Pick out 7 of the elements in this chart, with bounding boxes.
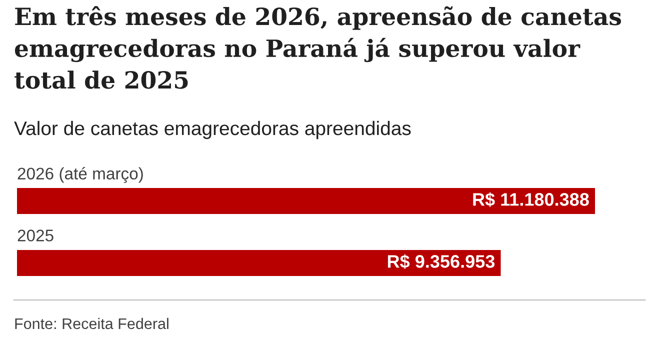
data-label: R$ 11.180.388 (473, 192, 589, 208)
y-tick-label: 2025 (18, 230, 54, 242)
chart-subtitle: Valor de canetas emagrecedoras apreendidas (14, 120, 411, 140)
y-tick-label: 2026 (até março) (18, 167, 143, 183)
data-label: R$ 9.356.953 (388, 254, 495, 270)
source-note: Fonte: Receita Federal (15, 318, 168, 330)
chart-title: Em três meses de 2026, apreensão de canetas emagrecedoras no Paraná já superou valor total de 2025 (14, 6, 621, 89)
